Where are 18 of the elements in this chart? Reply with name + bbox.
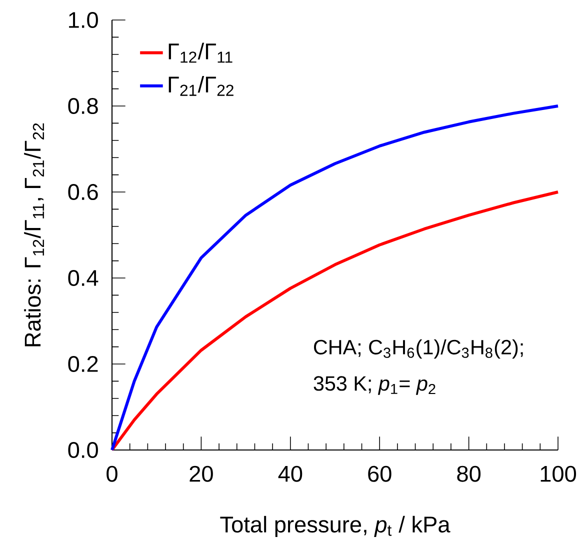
y-tick-label: 0.2 — [68, 356, 98, 372]
legend-label: Γ$_{12}$/Γ$_{11}$ — [168, 42, 232, 63]
x-tick-label: 0 — [106, 466, 118, 482]
x-axis-title: Total pressure, p$_{t}$ / kPa — [220, 516, 450, 538]
y-tick-label: 1.0 — [69, 12, 98, 28]
annotation: 353 K; p$_{1}$= p$_{2}$ — [314, 376, 436, 395]
legend-label: Γ$_{21}$/Γ$_{22}$ — [168, 76, 234, 96]
x-tick-label: 20 — [190, 466, 213, 482]
y-tick-label: 0.4 — [68, 270, 98, 286]
y-tick-label: 0.0 — [68, 442, 98, 458]
x-tick-label: 100 — [540, 466, 576, 482]
y-tick-label: 0.6 — [68, 184, 98, 200]
y-axis-title: Ratios: Γ$_{12}$/Γ$_{11}$, Γ$_{21}$/Γ$_{22}$ — [24, 123, 44, 346]
x-tick-label: 40 — [278, 466, 302, 482]
y-tick-label: 0.8 — [68, 98, 98, 114]
x-tick-label: 60 — [368, 466, 392, 482]
x-tick-label: 80 — [457, 466, 481, 482]
text: CHA; C$_{3}$H$_{6}$(1)/C$_{3}$H$_{8}$(2); — [314, 339, 523, 359]
